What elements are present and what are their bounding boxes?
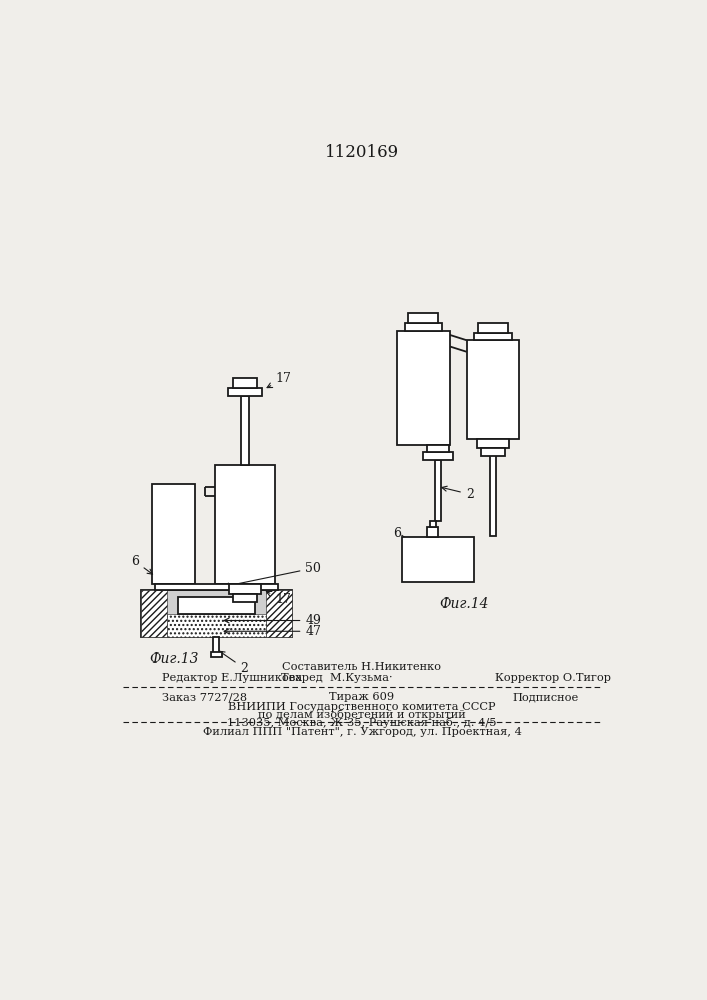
- Bar: [430, 521, 436, 527]
- Bar: [435, 460, 441, 521]
- Bar: [233, 378, 257, 388]
- Bar: [478, 323, 508, 333]
- Text: 1120169: 1120169: [325, 144, 399, 161]
- Bar: [397, 331, 450, 445]
- Text: Корректор О.Тигор: Корректор О.Тигор: [496, 673, 612, 683]
- Bar: [168, 614, 266, 637]
- Bar: [228, 584, 261, 594]
- Bar: [477, 439, 509, 448]
- Text: Фиг.14: Фиг.14: [440, 597, 489, 611]
- Bar: [490, 448, 496, 536]
- Bar: [467, 340, 519, 439]
- Text: 49: 49: [224, 614, 321, 627]
- Text: Филиал ППП "Патент", г. Ужгород, ул. Проектная, 4: Филиал ППП "Патент", г. Ужгород, ул. Про…: [202, 727, 521, 737]
- Bar: [178, 597, 255, 614]
- Bar: [141, 590, 292, 637]
- Bar: [152, 484, 194, 584]
- Bar: [427, 445, 449, 452]
- Text: 2: 2: [442, 486, 474, 501]
- Bar: [155, 584, 279, 590]
- Text: 6: 6: [393, 527, 401, 540]
- Bar: [409, 313, 438, 323]
- Bar: [423, 452, 452, 460]
- Text: по делам изобретений и открытий: по делам изобретений и открытий: [258, 709, 466, 720]
- Bar: [211, 652, 222, 657]
- Bar: [215, 465, 275, 584]
- Bar: [213, 637, 219, 653]
- Text: Составитель Н.Никитенко: Составитель Н.Никитенко: [283, 662, 441, 672]
- Text: Тираж 609: Тираж 609: [329, 692, 395, 702]
- Bar: [474, 333, 512, 340]
- Bar: [427, 527, 438, 537]
- Text: ВНИИПИ Государственного комитета СССР: ВНИИПИ Государственного комитета СССР: [228, 702, 496, 712]
- Text: 50: 50: [224, 562, 321, 588]
- Text: Подписное: Подписное: [513, 692, 579, 702]
- Text: 2: 2: [220, 651, 248, 675]
- Bar: [404, 323, 442, 331]
- Text: Фиг.13: Фиг.13: [149, 652, 199, 666]
- Bar: [141, 590, 168, 637]
- Bar: [266, 590, 292, 637]
- Bar: [241, 396, 249, 465]
- Text: Редактор Е.Лушникова: Редактор Е.Лушникова: [162, 673, 302, 683]
- Text: 113035, Москва, Ж-35, Раушская наб., д. 4/5: 113035, Москва, Ж-35, Раушская наб., д. …: [227, 717, 497, 728]
- Text: Техред  М.Кузьма·: Техред М.Кузьма·: [281, 673, 392, 683]
- Bar: [481, 448, 506, 456]
- Text: 47: 47: [224, 625, 321, 638]
- Bar: [228, 388, 262, 396]
- Text: Заказ 7727/28: Заказ 7727/28: [162, 692, 247, 702]
- Text: 17: 17: [267, 372, 292, 388]
- Bar: [233, 594, 257, 602]
- Text: 6: 6: [131, 555, 153, 574]
- Text: 17: 17: [267, 591, 291, 606]
- Bar: [402, 537, 474, 582]
